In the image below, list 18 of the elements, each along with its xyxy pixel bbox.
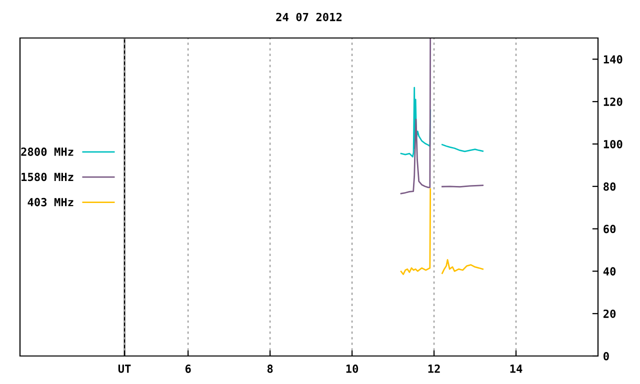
y-tick-label: 0 — [604, 352, 609, 360]
x-tick-label: 10 — [346, 364, 358, 373]
y-tick-label: 80 — [604, 182, 616, 191]
y-tick-label: 60 — [604, 224, 616, 234]
x-tick-label: 14 — [510, 364, 522, 373]
legend-label: 403 MHz — [28, 198, 74, 206]
x-tick-label: UT — [118, 364, 131, 373]
y-tick-label: 40 — [603, 267, 616, 276]
y-tick-label: 100 — [604, 140, 622, 148]
x-tick-label: 6 — [185, 364, 191, 373]
chart-title: 24 07 2012 — [276, 12, 342, 22]
x-tick-label: 8 — [267, 364, 273, 373]
legend-label: 1580 MHz — [22, 172, 74, 182]
y-tick-label: 20 — [603, 310, 616, 318]
y-tick-label: 120 — [604, 98, 622, 106]
y-tick-label: 140 — [604, 55, 622, 64]
x-tick-label: 12 — [428, 364, 440, 373]
legend-label: 2800 MHz — [21, 148, 74, 156]
